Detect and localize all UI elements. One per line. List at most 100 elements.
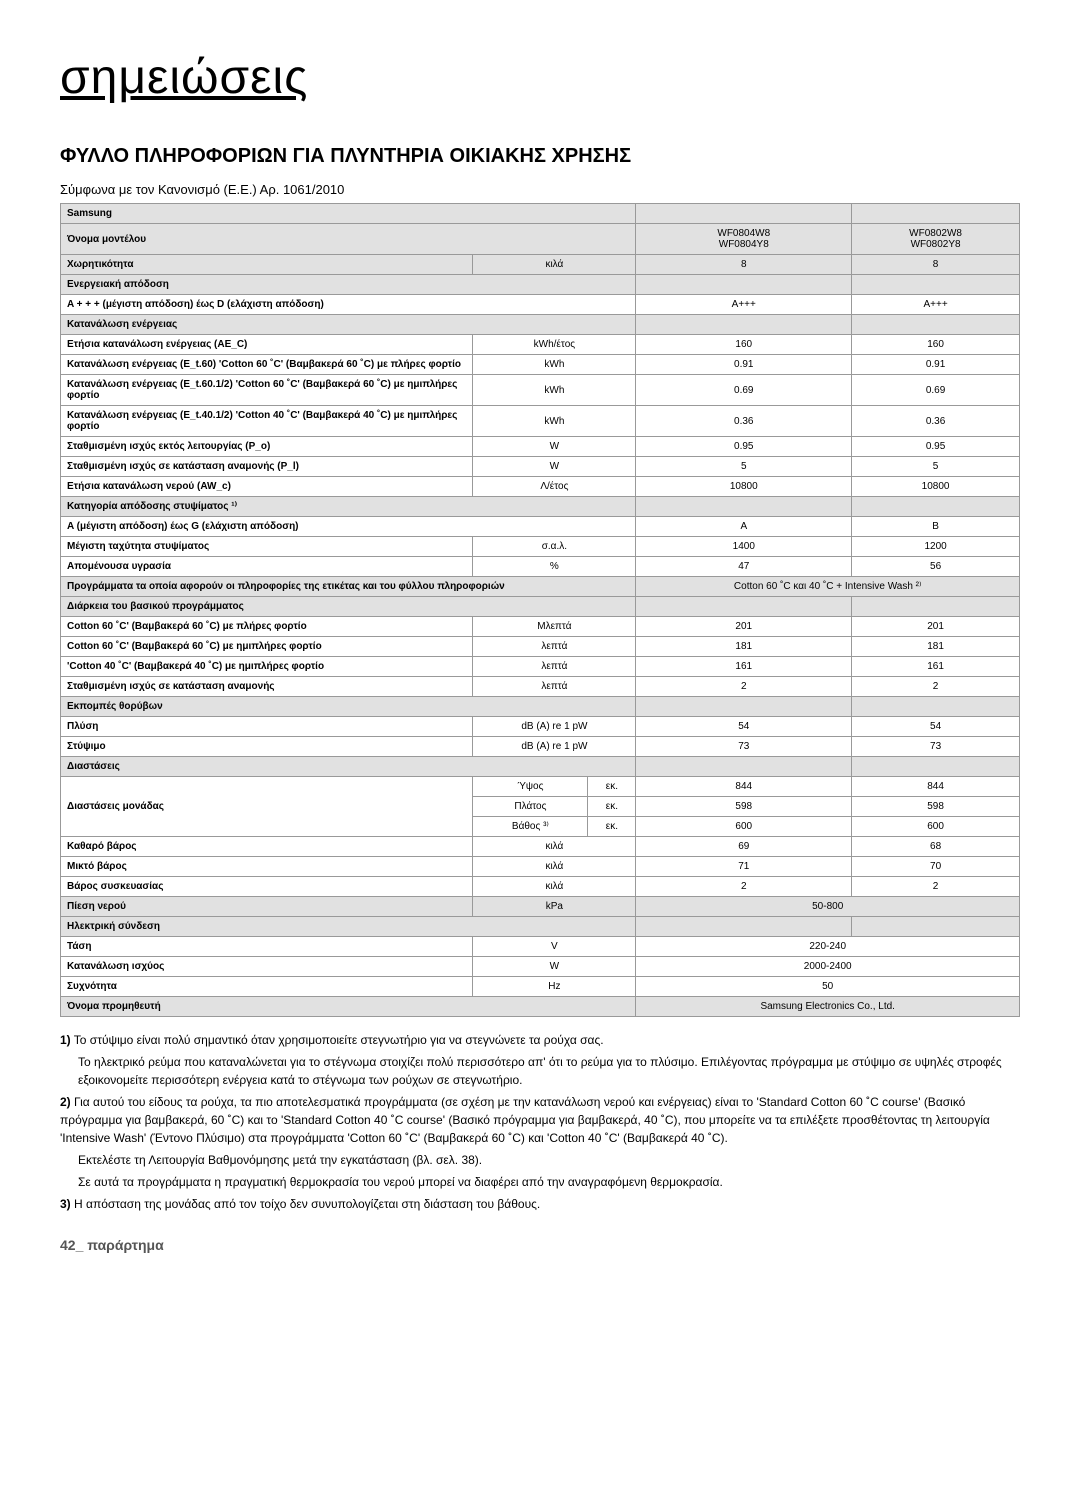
unit: kWh/έτος [473,335,636,355]
section: Ενεργειακή απόδοση [61,275,636,295]
row-label: Καθαρό βάρος [61,837,473,857]
dim-name: Βάθος ³⁾ [473,817,588,837]
val: 70 [852,857,1020,877]
row-label: Διαστάσεις μονάδας [61,777,473,837]
dim-name: Πλάτος [473,797,588,817]
val: 598 [852,797,1020,817]
unit: kPa [473,897,636,917]
val: 181 [852,637,1020,657]
note-1b: Το ηλεκτρικό ρεύμα που καταναλώνεται για… [60,1053,1020,1089]
unit: λεπτά [473,657,636,677]
val: 0.36 [636,406,852,437]
unit: σ.α.λ. [473,537,636,557]
val: 2000-2400 [636,957,1020,977]
row-label: Πίεση νερού [61,897,473,917]
val: 181 [636,637,852,657]
val: 220-240 [636,937,1020,957]
section: Διάρκεια του βασικού προγράμματος [61,597,636,617]
row-label: Σταθμισμένη ισχύς σε κατάσταση αναμονής [61,677,473,697]
unit: W [473,957,636,977]
unit: κιλά [473,255,636,275]
note-1a: 1) Το στύψιμο είναι πολύ σημαντικό όταν … [60,1031,1020,1049]
note-2a: 2) Για αυτού του είδους τα ρούχα, τα πιο… [60,1093,1020,1147]
val: 0.95 [636,437,852,457]
val: 0.69 [852,375,1020,406]
val: 844 [636,777,852,797]
model-label: Όνομα μοντέλου [61,224,636,255]
row-label: Ετήσια κατανάλωση ενέργειας (AE_C) [61,335,473,355]
section: Κατανάλωση ενέργειας [61,315,636,335]
val: A+++ [636,295,852,315]
unit: V [473,937,636,957]
unit: Λ/έτος [473,477,636,497]
model-2: WF0802W8WF0802Y8 [852,224,1020,255]
val: 2 [636,877,852,897]
val: 50-800 [636,897,1020,917]
row-label: Μέγιστη ταχύτητα στυψίματος [61,537,473,557]
val: 0.95 [852,437,1020,457]
section: Διαστάσεις [61,757,636,777]
val: 2 [852,677,1020,697]
val: Cotton 60 ˚C και 40 ˚C + Intensive Wash … [636,577,1020,597]
note-3: 3) Η απόσταση της μονάδας από τον τοίχο … [60,1195,1020,1213]
row-label: Στύψιμο [61,737,473,757]
row-label: Μικτό βάρος [61,857,473,877]
row-label: A + + + (μέγιστη απόδοση) έως D (ελάχιστ… [61,295,636,315]
val: 54 [852,717,1020,737]
unit: Μλεπτά [473,617,636,637]
row-label: Σταθμισμένη ισχύς εκτός λειτουργίας (P_o… [61,437,473,457]
row-label: Προγράμματα τα οποία αφορούν οι πληροφορ… [61,577,636,597]
note-2b: Εκτελέστε τη Λειτουργία Βαθμονόμησης μετ… [60,1151,1020,1169]
val: 68 [852,837,1020,857]
page-title: σημειώσεις [60,50,1020,105]
note-2c: Σε αυτά τα προγράμματα η πραγματική θερμ… [60,1173,1020,1191]
val: 50 [636,977,1020,997]
row-label: Συχνότητα [61,977,473,997]
dim-name: Ύψος [473,777,588,797]
val: A [636,517,852,537]
unit: εκ. [588,797,636,817]
unit: kWh [473,355,636,375]
row-label: 'Cotton 40 ˚C' (Βαμβακερά 40 ˚C) με ημιπ… [61,657,473,677]
val: 160 [636,335,852,355]
val: 8 [852,255,1020,275]
unit: κιλά [473,857,636,877]
val: 5 [852,457,1020,477]
val: Samsung Electronics Co., Ltd. [636,997,1020,1017]
val: 0.36 [852,406,1020,437]
row-label: Πλύση [61,717,473,737]
val: 201 [852,617,1020,637]
unit: kWh [473,406,636,437]
val: 201 [636,617,852,637]
unit: kWh [473,375,636,406]
unit: λεπτά [473,677,636,697]
val: 600 [852,817,1020,837]
row-label: Κατανάλωση ενέργειας (E_t.60) 'Cotton 60… [61,355,473,375]
spec-table: Samsung Όνομα μοντέλου WF0804W8WF0804Y8 … [60,203,1020,1017]
val: 1400 [636,537,852,557]
row-label: Κατανάλωση ενέργειας (E_t.40.1/2) 'Cotto… [61,406,473,437]
val: 0.91 [852,355,1020,375]
val: 73 [636,737,852,757]
unit: Hz [473,977,636,997]
unit: dB (A) re 1 pW [473,717,636,737]
model-1: WF0804W8WF0804Y8 [636,224,852,255]
val: 10800 [852,477,1020,497]
val: 5 [636,457,852,477]
val: 844 [852,777,1020,797]
row-label: Ετήσια κατανάλωση νερού (AW_c) [61,477,473,497]
section-heading: ΦΥΛΛΟ ΠΛΗΡΟΦΟΡΙΩΝ ΓΙΑ ΠΛΥΝΤΗΡΙΑ ΟΙΚΙΑΚΗΣ… [60,145,1020,168]
val: 161 [636,657,852,677]
row-label: Cotton 60 ˚C' (Βαμβακερά 60 ˚C) με πλήρε… [61,617,473,637]
regulation-text: Σύμφωνα με τον Κανονισμό (Ε.Ε.) Αρ. 1061… [60,182,1020,197]
section: Κατηγορία απόδοσης στυψίματος ¹⁾ [61,497,636,517]
val: 54 [636,717,852,737]
val: 8 [636,255,852,275]
row-label: Όνομα προμηθευτή [61,997,636,1017]
val: 598 [636,797,852,817]
unit: dB (A) re 1 pW [473,737,636,757]
val: 1200 [852,537,1020,557]
section: Ηλεκτρική σύνδεση [61,917,636,937]
section: Εκπομπές θορύβων [61,697,636,717]
unit: κιλά [473,837,636,857]
